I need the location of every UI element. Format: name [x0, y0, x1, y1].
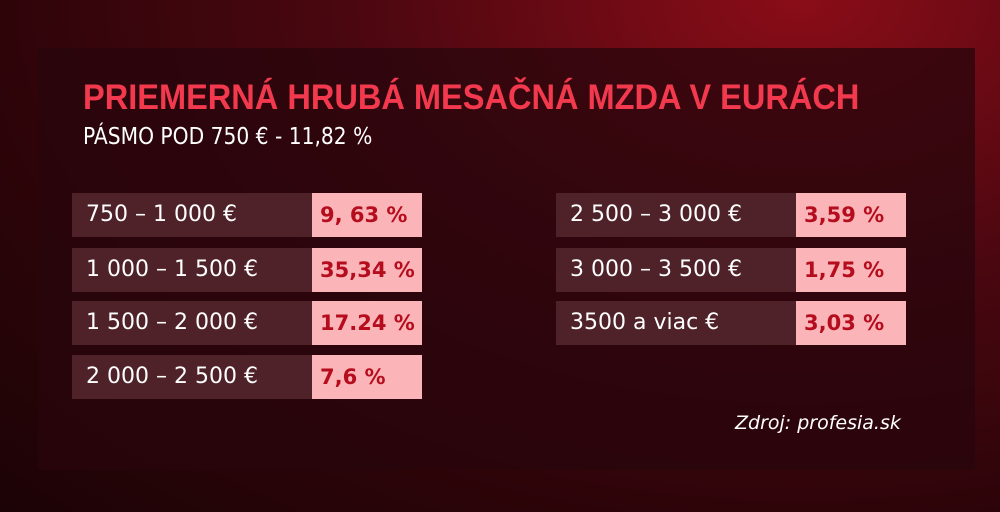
subtitle: PÁSMO POD 750 € - 11,82 % [83, 124, 373, 150]
percent-value: 9, 63 % [312, 193, 422, 237]
range-label: 1 000 – 1 500 € [72, 248, 312, 292]
table-row: 750 – 1 000 €9, 63 % [72, 193, 422, 237]
table-row: 3500 a viac €3,03 % [556, 301, 906, 345]
source-credit: Zdroj: profesia.sk [735, 412, 901, 434]
percent-value: 1,75 % [796, 248, 906, 292]
table-row: 2 500 – 3 000 €3,59 % [556, 193, 906, 237]
percent-value: 3,03 % [796, 301, 906, 345]
percent-value: 7,6 % [312, 355, 422, 399]
table-row: 1 500 – 2 000 €17.24 % [72, 301, 422, 345]
range-label: 750 – 1 000 € [72, 193, 312, 237]
range-label: 2 000 – 2 500 € [72, 355, 312, 399]
percent-value: 17.24 % [312, 301, 422, 345]
percent-value: 35,34 % [312, 248, 422, 292]
table-row: 1 000 – 1 500 €35,34 % [72, 248, 422, 292]
range-label: 2 500 – 3 000 € [556, 193, 796, 237]
table-row: 3 000 – 3 500 €1,75 % [556, 248, 906, 292]
range-label: 3 000 – 3 500 € [556, 248, 796, 292]
title: PRIEMERNÁ HRUBÁ MESAČNÁ MZDA V EURÁCH [83, 78, 860, 117]
table-row: 2 000 – 2 500 €7,6 % [72, 355, 422, 399]
percent-value: 3,59 % [796, 193, 906, 237]
range-label: 3500 a viac € [556, 301, 796, 345]
range-label: 1 500 – 2 000 € [72, 301, 312, 345]
